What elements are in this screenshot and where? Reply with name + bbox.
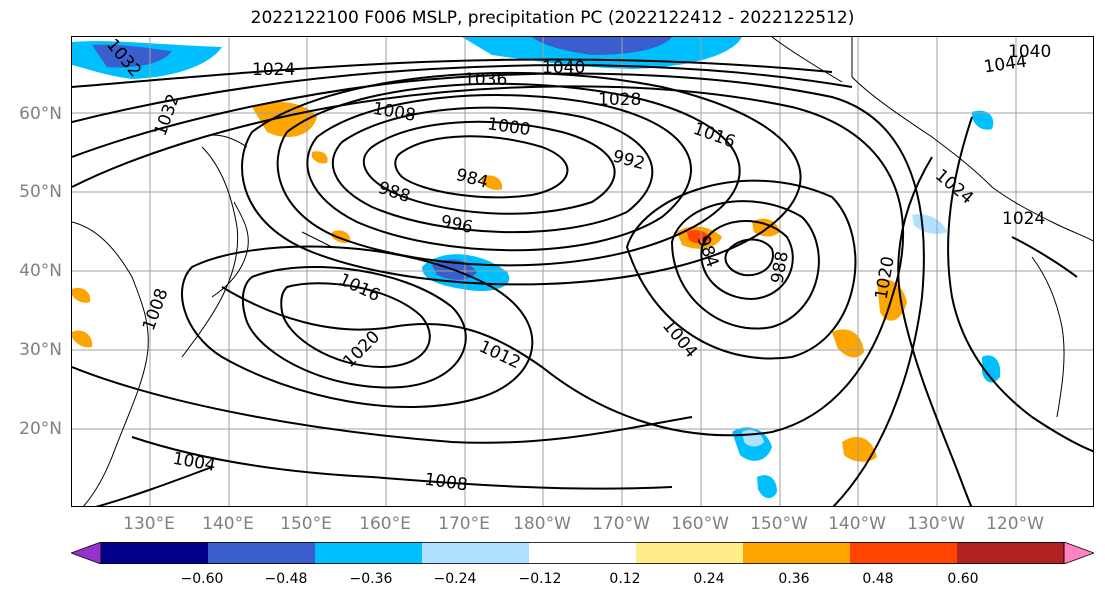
colorbar-segment (208, 542, 316, 564)
isobars (72, 58, 1093, 506)
colorbar-segment (636, 542, 744, 564)
colorbar-tick: −0.24 (433, 571, 477, 587)
lat-label-30n: 30°N (19, 340, 62, 360)
colorbar-tick: 0.48 (862, 571, 894, 587)
isobar-label: 1024 (931, 165, 977, 208)
lon-label-140w: 140°W (828, 514, 886, 534)
lat-label-20n: 20°N (19, 419, 62, 439)
isobar-label: 1024 (252, 60, 295, 80)
colorbar-segment (422, 542, 530, 564)
colorbar (71, 542, 1094, 564)
lat-label-40n: 40°N (19, 261, 62, 281)
colorbar-segment (315, 542, 423, 564)
isobar-label: 1036 (464, 70, 507, 90)
lon-label-150e: 150°E (280, 514, 332, 534)
isobar-label: 988 (376, 178, 413, 207)
isobar-label: 992 (610, 147, 647, 175)
lon-label-130e: 130°E (123, 514, 175, 534)
lon-label-140e: 140°E (202, 514, 254, 534)
isobar-label: 1008 (423, 470, 469, 496)
lon-label-130w: 130°W (907, 514, 965, 534)
isobar-label: 1016 (335, 270, 383, 306)
colorbar-tick: 0.60 (947, 571, 979, 587)
lon-label-170e: 170°E (438, 514, 490, 534)
map-canvas: 1040 1036 1028 1024 1032 1016 1008 1000 … (72, 37, 1093, 506)
colorbar-segment (743, 542, 851, 564)
colorbar-segment (957, 542, 1065, 564)
lon-label-160e: 160°E (359, 514, 411, 534)
isobar-label: 988 (768, 250, 793, 285)
lon-label-160w: 160°W (671, 514, 729, 534)
lon-label-180w: 180°W (513, 514, 571, 534)
isobar-label: 1028 (598, 90, 641, 110)
colorbar-extend-min (71, 542, 102, 564)
isobar-label: 1016 (690, 119, 737, 153)
lon-label-150w: 150°W (750, 514, 808, 534)
isobar-label: 1024 (1002, 209, 1045, 229)
map-panel: 1040 1036 1028 1024 1032 1016 1008 1000 … (71, 36, 1094, 507)
colorbar-segment (101, 542, 209, 564)
colorbar-tick: −0.12 (518, 571, 562, 587)
lon-label-120w: 120°W (986, 514, 1044, 534)
lat-label-60n: 60°N (19, 104, 62, 124)
colorbar-tick: −0.48 (264, 571, 308, 587)
colorbar-segment (529, 542, 637, 564)
isobar-label: 1032 (151, 91, 185, 138)
colorbar-tick: −0.60 (180, 571, 224, 587)
map-title: 2022122100 F006 MSLP, precipitation PC (… (250, 8, 855, 28)
isobar-label: 1040 (1008, 42, 1051, 62)
colorbar-tick: 0.24 (693, 571, 725, 587)
colorbar-tick: −0.36 (349, 571, 393, 587)
isobar-label: 1004 (171, 449, 217, 476)
isobar-label: 1040 (542, 58, 585, 78)
graticule (72, 37, 1093, 506)
colorbar-extend-max (1063, 542, 1094, 564)
colorbar-segment (850, 542, 958, 564)
lon-label-170w: 170°W (592, 514, 650, 534)
contour-labels: 1040 1036 1028 1024 1032 1016 1008 1000 … (102, 37, 1051, 495)
isobar-label: 1000 (486, 114, 532, 140)
lat-label-50n: 50°N (19, 182, 62, 202)
isobar-label: 996 (439, 212, 475, 238)
coastlines (72, 37, 1093, 506)
colorbar-segments (71, 542, 1094, 564)
colorbar-tick: 0.36 (778, 571, 810, 587)
colorbar-outline (100, 542, 1065, 564)
colorbar-tick: 0.12 (609, 571, 641, 587)
isobar-label: 984 (454, 165, 491, 193)
isobar-label: 1004 (658, 316, 701, 362)
